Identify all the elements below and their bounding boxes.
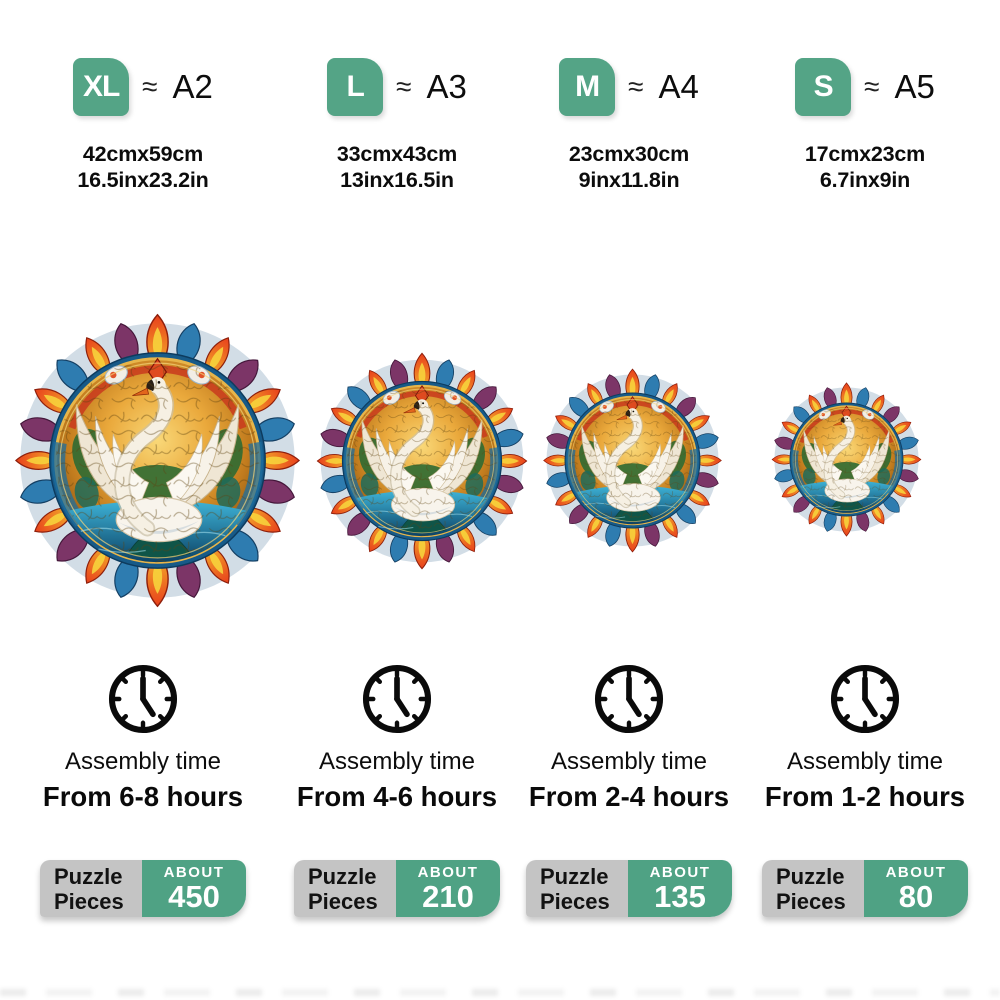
- pieces-count: 210: [422, 879, 474, 914]
- size-column-s: S ≈ A5 17cmx23cm 6.7inx9in Assembly time…: [740, 0, 990, 1000]
- approx-symbol: ≈: [628, 71, 644, 102]
- approx-symbol: ≈: [864, 71, 880, 102]
- pieces-badge: Puzzle Pieces ABOUT 80: [762, 860, 968, 917]
- dimensions-in: 13inx16.5in: [340, 168, 454, 192]
- about-label: ABOUT: [649, 864, 711, 881]
- about-label: ABOUT: [417, 864, 479, 881]
- pieces-count: 80: [898, 879, 934, 914]
- size-badge-l: L: [327, 58, 384, 116]
- clock-icon: [590, 660, 668, 738]
- assembly-time-label: Assembly time: [786, 748, 944, 775]
- paper-size-label: A5: [894, 68, 935, 105]
- pieces-count: 450: [168, 879, 220, 914]
- pieces-label-line2: Pieces: [308, 888, 378, 914]
- assembly-time-label: Assembly time: [318, 748, 476, 775]
- about-label: ABOUT: [163, 864, 225, 881]
- dimensions-in: 9inx11.8in: [578, 168, 680, 192]
- assembly-time-value: From 6-8 hours: [42, 781, 244, 812]
- paper-size-label: A2: [172, 68, 213, 105]
- assembly-time-label: Assembly time: [64, 748, 222, 775]
- approx-symbol: ≈: [396, 71, 412, 102]
- assembly-time-value: From 1-2 hours: [764, 781, 966, 812]
- clock-icon: [104, 660, 182, 738]
- paper-size-label: A3: [426, 68, 467, 105]
- size-badge-m: M: [559, 58, 616, 116]
- pieces-label-line1: Puzzle: [308, 863, 377, 889]
- size-column-xl: XL ≈ A2 42cmx59cm 16.5inx23.2in Assembly…: [18, 0, 268, 1000]
- pieces-badge: Puzzle Pieces ABOUT 135: [526, 860, 732, 917]
- cropped-bottom-text: [0, 989, 1000, 996]
- dimensions-cm: 23cmx30cm: [568, 142, 690, 166]
- pieces-count: 135: [654, 879, 706, 914]
- pieces-label-line2: Pieces: [540, 888, 610, 914]
- paper-size-label: A4: [658, 68, 699, 105]
- pieces-badge: Puzzle Pieces ABOUT 450: [40, 860, 246, 917]
- dimensions-cm: 17cmx23cm: [804, 142, 926, 166]
- assembly-time-label: Assembly time: [550, 748, 708, 775]
- size-badge-xl: XL: [73, 58, 130, 116]
- size-column-l: L ≈ A3 33cmx43cm 13inx16.5in Assembly ti…: [272, 0, 522, 1000]
- dimensions-cm: 33cmx43cm: [336, 142, 458, 166]
- pieces-label-line2: Pieces: [776, 888, 846, 914]
- dimensions-cm: 42cmx59cm: [82, 142, 204, 166]
- pieces-badge: Puzzle Pieces ABOUT 210: [294, 860, 500, 917]
- dimensions-in: 16.5inx23.2in: [77, 168, 209, 192]
- assembly-time-value: From 2-4 hours: [528, 781, 730, 812]
- approx-symbol: ≈: [142, 71, 158, 102]
- clock-icon: [358, 660, 436, 738]
- size-badge-s: S: [795, 58, 852, 116]
- size-column-m: M ≈ A4 23cmx30cm 9inx11.8in Assembly tim…: [504, 0, 754, 1000]
- pieces-label-line1: Puzzle: [776, 863, 845, 889]
- clock-icon: [826, 660, 904, 738]
- pieces-label-line1: Puzzle: [540, 863, 609, 889]
- about-label: ABOUT: [885, 864, 947, 881]
- pieces-label-line2: Pieces: [54, 888, 124, 914]
- pieces-label-line1: Puzzle: [54, 863, 123, 889]
- assembly-time-value: From 4-6 hours: [296, 781, 498, 812]
- dimensions-in: 6.7inx9in: [819, 168, 911, 192]
